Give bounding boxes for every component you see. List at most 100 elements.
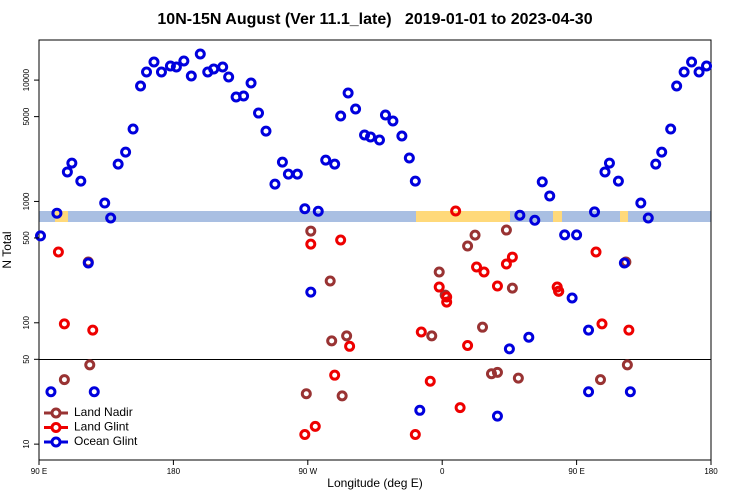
point [603, 157, 615, 169]
point [217, 61, 229, 73]
point [58, 318, 70, 330]
legend-label: Land Glint [74, 420, 129, 434]
point [335, 110, 347, 122]
legend-marker [50, 436, 62, 448]
point [299, 203, 311, 215]
point [300, 388, 312, 400]
point [544, 190, 556, 202]
marks [34, 48, 713, 441]
band-patch [553, 211, 562, 222]
point [621, 359, 633, 371]
point [478, 266, 490, 278]
point [462, 339, 474, 351]
point [441, 296, 453, 308]
point [491, 280, 503, 292]
point [84, 359, 96, 371]
point [87, 324, 99, 336]
band-patch [55, 211, 68, 222]
point [450, 205, 462, 217]
y-tick-label: 1000 [22, 192, 31, 210]
point [599, 166, 611, 178]
point [596, 318, 608, 330]
point [245, 77, 257, 89]
point [678, 66, 690, 78]
point [58, 374, 70, 386]
legend-marker [50, 407, 62, 419]
point [335, 234, 347, 246]
point [45, 386, 57, 398]
point [238, 90, 250, 102]
point [529, 214, 541, 226]
point [618, 257, 630, 269]
point [291, 168, 303, 180]
legend-marker [50, 422, 62, 433]
point [344, 340, 356, 352]
point [590, 246, 602, 258]
point [170, 61, 182, 73]
point [469, 229, 481, 241]
point [350, 103, 362, 115]
point [426, 330, 438, 342]
y-tick-label: 10 [22, 439, 31, 448]
point [379, 109, 391, 121]
x-tick-label: 0 [440, 467, 445, 476]
point [112, 158, 124, 170]
x-axis-label: Longitude (deg E) [327, 476, 422, 490]
point [642, 212, 654, 224]
x-tick-label: 90 W [298, 467, 317, 476]
point [454, 402, 466, 414]
point [164, 60, 176, 72]
point [305, 286, 317, 298]
point [424, 375, 436, 387]
point [329, 369, 341, 381]
point [51, 207, 63, 219]
point [441, 291, 453, 303]
point [269, 178, 281, 190]
point [491, 366, 503, 378]
point [66, 157, 78, 169]
point [506, 282, 518, 294]
point [309, 420, 321, 432]
point [61, 166, 73, 178]
point [559, 229, 571, 241]
point [523, 331, 535, 343]
point [185, 70, 197, 82]
point [223, 71, 235, 83]
x-tick-label: 90 E [31, 467, 47, 476]
point [320, 154, 332, 166]
point [276, 156, 288, 168]
point [299, 429, 311, 441]
point [326, 335, 338, 347]
point [260, 125, 272, 137]
point [553, 285, 565, 297]
point [415, 326, 427, 338]
point [305, 238, 317, 250]
y-tick-label: 50 [22, 354, 31, 363]
point [500, 258, 512, 270]
point [665, 123, 677, 135]
point [571, 229, 583, 241]
point [701, 60, 713, 72]
point [589, 206, 601, 218]
point [342, 87, 354, 99]
point [462, 240, 474, 252]
point [105, 212, 117, 224]
y-axis-label: N Total [0, 231, 14, 268]
point [566, 292, 578, 304]
point [623, 324, 635, 336]
point [373, 134, 385, 146]
point [506, 251, 518, 263]
point [52, 246, 64, 258]
point [75, 175, 87, 187]
point [477, 321, 489, 333]
x-tick-label: 180 [704, 467, 718, 476]
point [485, 368, 497, 380]
point [433, 281, 445, 293]
point [594, 374, 606, 386]
point [491, 410, 503, 422]
point [312, 205, 324, 217]
point [612, 175, 624, 187]
